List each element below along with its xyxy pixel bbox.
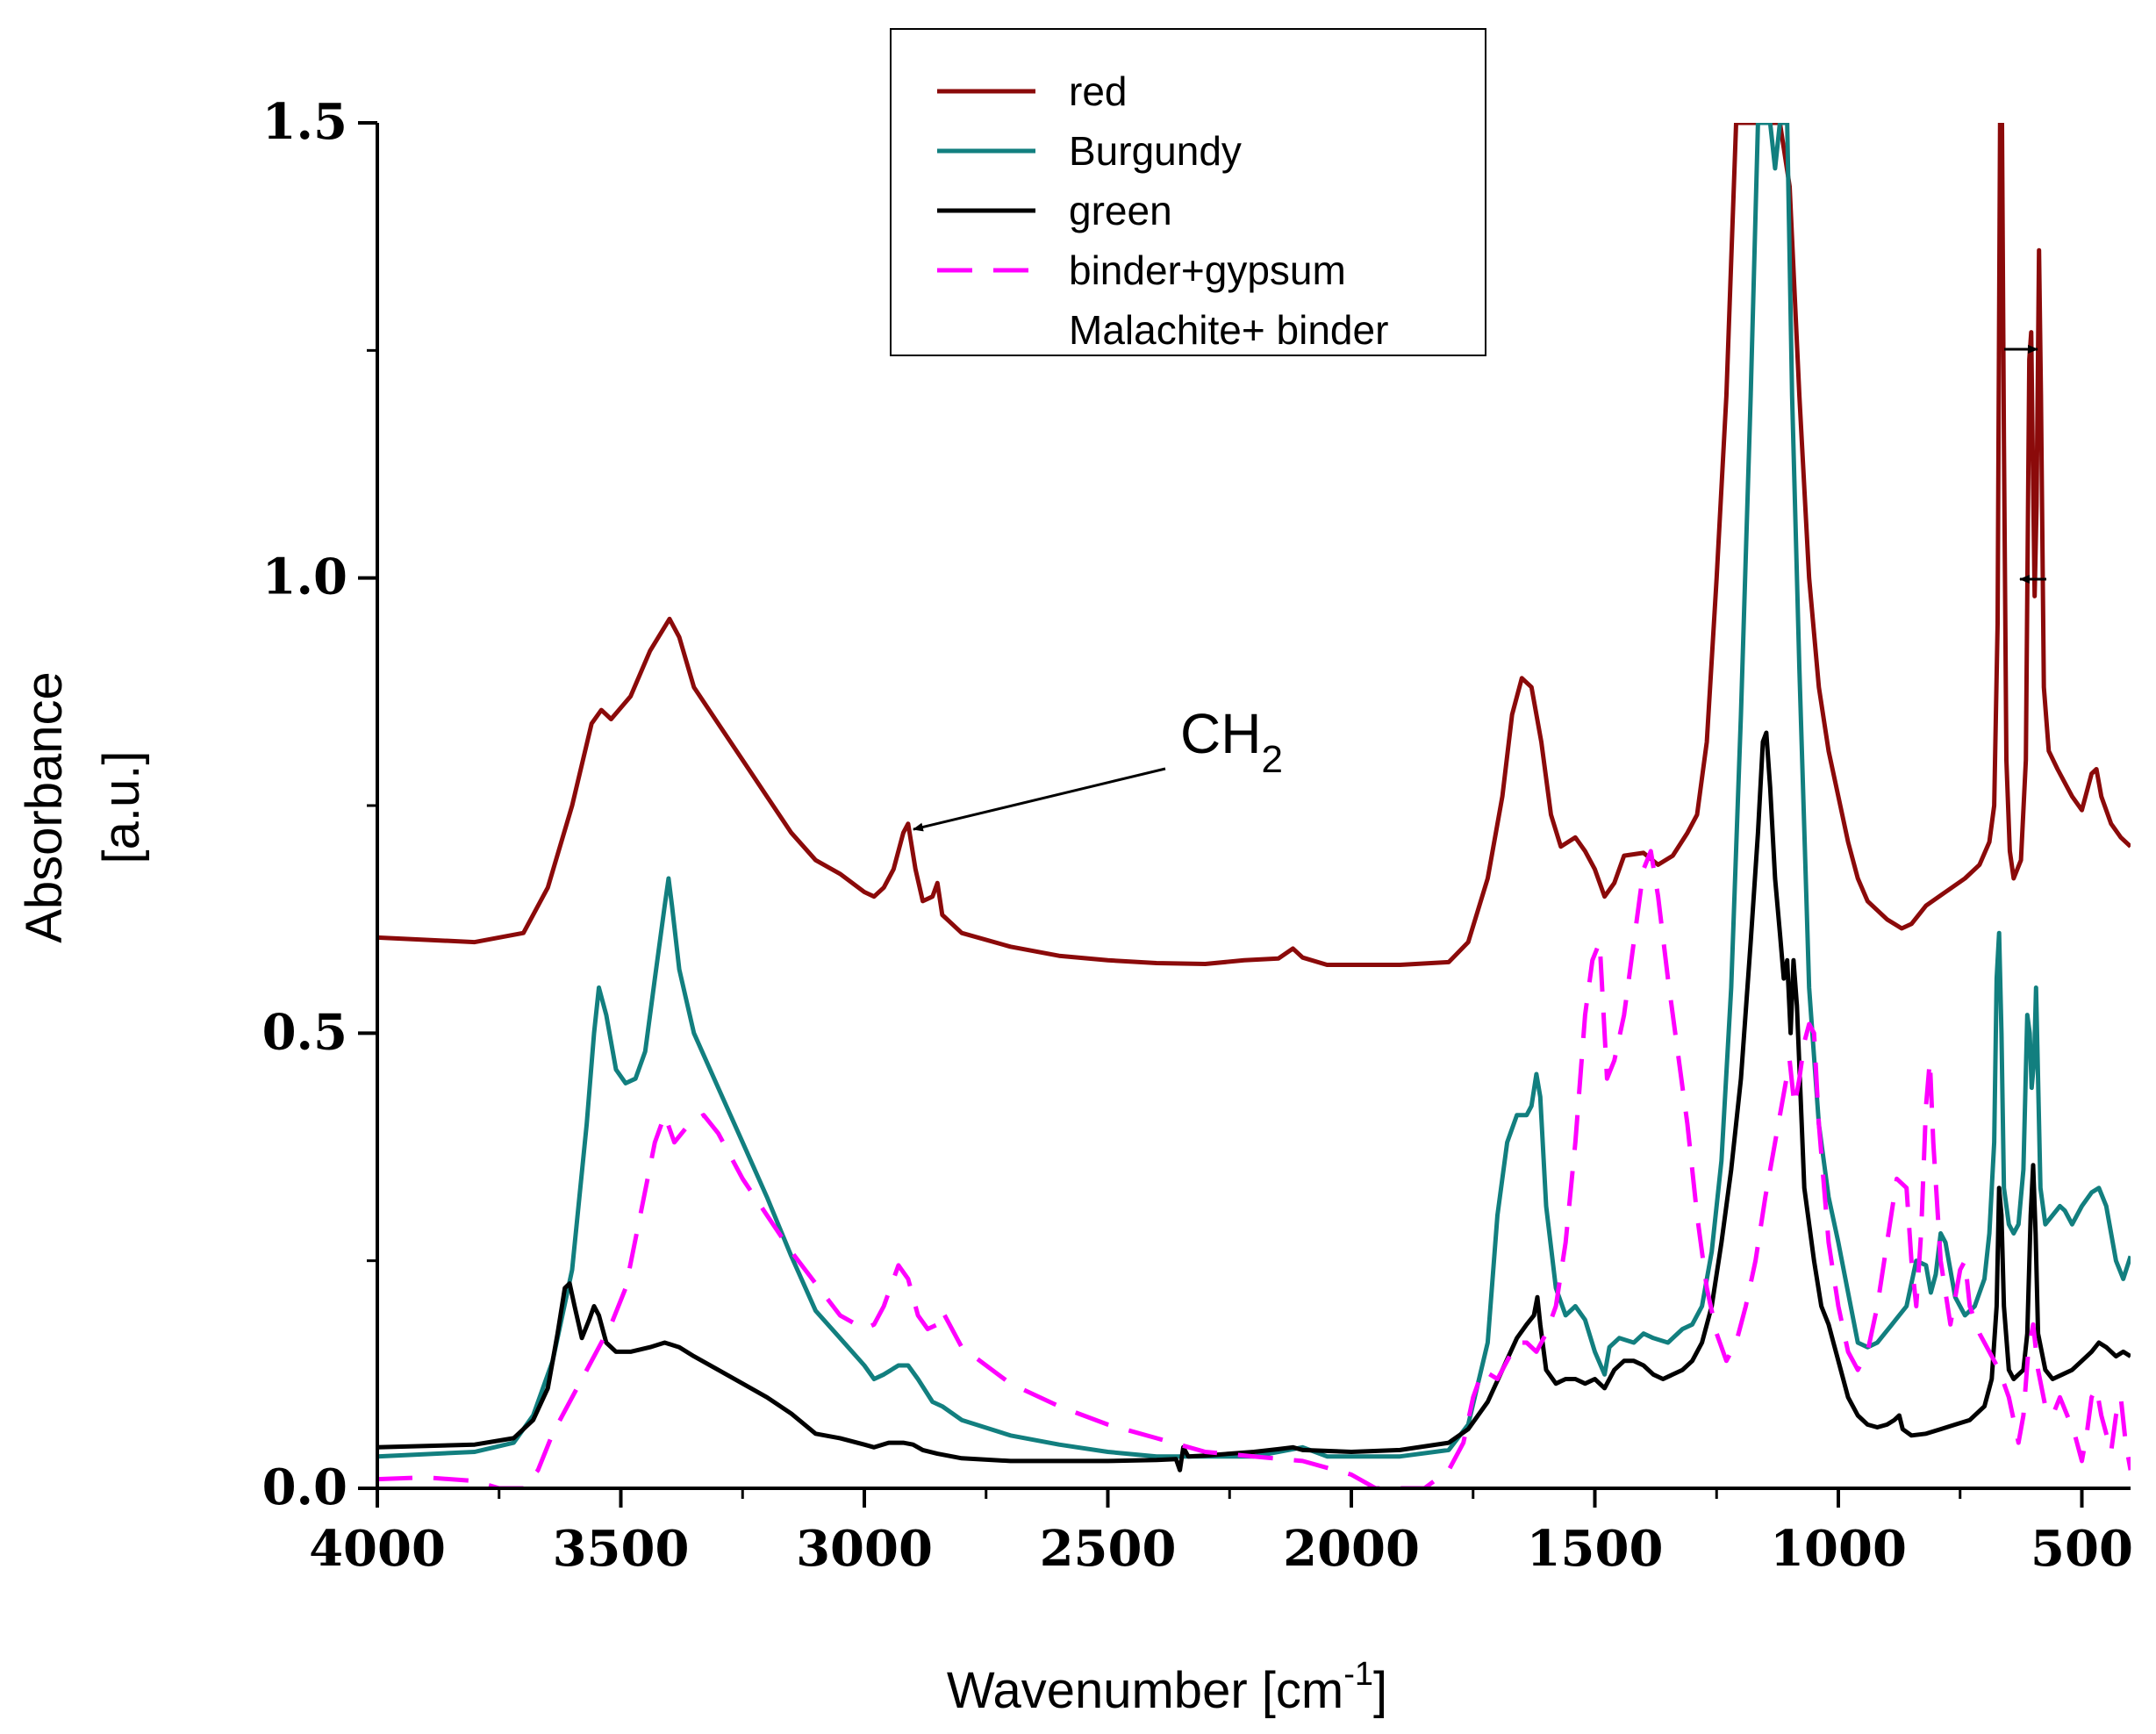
legend-box	[890, 28, 1486, 356]
y-ticks: 0.0 0.5 1.0 1.5	[262, 93, 377, 1516]
legend-label: Burgundy	[1069, 128, 1242, 174]
legend-label: red	[1069, 68, 1127, 114]
x-axis-title-end: ]	[1373, 1662, 1387, 1719]
x-ticks: 4000 3500 3000 2500 2000 1500 1000 500	[309, 1488, 2133, 1578]
y-tick-label: 0.5	[262, 1003, 347, 1061]
x-tick-label: 3000	[796, 1520, 933, 1578]
y-tick-label: 1.0	[262, 548, 347, 606]
annotation-ch2-sub: 2	[1261, 738, 1282, 781]
x-tick-label: 500	[2031, 1520, 2133, 1578]
y-axis-title-line2: [a.u.]	[93, 751, 150, 864]
series-line-red	[377, 123, 2131, 967]
annotation-ch2: CH2	[912, 702, 1283, 832]
annotation-ch2-text: CH2	[1180, 702, 1283, 781]
y-axis-title-line1: Absorbance	[16, 671, 73, 943]
series-layer	[377, 123, 2131, 1488]
legend-label: binder+gypsum	[1069, 247, 1346, 293]
annotation-ch2-arrow	[912, 767, 1166, 832]
x-tick-label: 2000	[1283, 1520, 1420, 1578]
y-tick-label: 0.0	[262, 1458, 347, 1516]
x-tick-label: 3500	[553, 1520, 690, 1578]
x-tick-label: 1500	[1527, 1520, 1664, 1578]
y-tick-label: 1.5	[262, 93, 347, 151]
series-line-binder-gypsum	[377, 849, 2131, 1488]
series-line-green	[377, 730, 2131, 1472]
series-line-burgundy	[377, 123, 2131, 1459]
x-axis-title-sup: -1	[1343, 1656, 1373, 1693]
legend-label: Malachite+ binder	[1069, 307, 1388, 353]
y-axis-title: Absorbance [a.u.]	[16, 671, 150, 943]
x-tick-label: 1000	[1770, 1520, 1907, 1578]
legend: red Burgundy green binder+gypsum Malachite+ …	[890, 28, 1486, 356]
x-tick-label: 4000	[309, 1520, 446, 1578]
x-axis-title: Wavenumber [cm-1]	[947, 1656, 1387, 1719]
x-tick-label: 2500	[1040, 1520, 1177, 1578]
legend-label: green	[1069, 188, 1172, 233]
